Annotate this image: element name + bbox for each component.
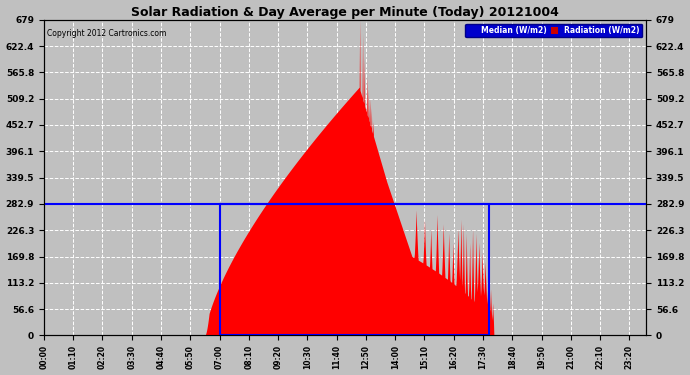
Bar: [219, 204, 489, 336]
Title: Solar Radiation & Day Average per Minute (Today) 20121004: Solar Radiation & Day Average per Minute…: [131, 6, 559, 18]
Legend: Median (W/m2), Radiation (W/m2): Median (W/m2), Radiation (W/m2): [465, 24, 642, 37]
Text: Copyright 2012 Cartronics.com: Copyright 2012 Cartronics.com: [47, 29, 166, 38]
